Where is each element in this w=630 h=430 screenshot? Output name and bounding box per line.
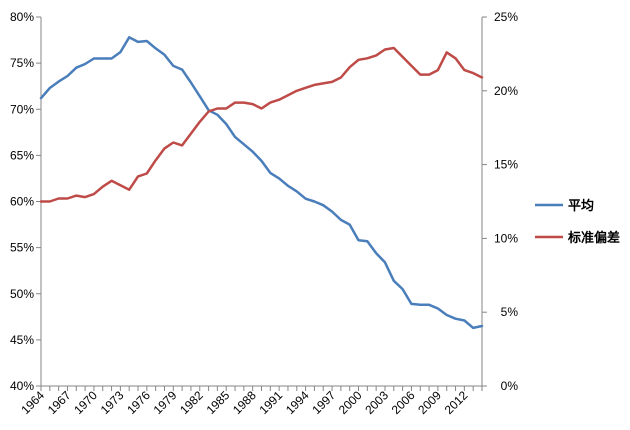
series-line-std-dev — [39, 46, 484, 203]
y-left-tick-label: 60% — [10, 195, 34, 209]
legend-label: 标准偏差 — [567, 230, 620, 246]
x-tick-label: 1979 — [151, 388, 180, 417]
y-left-tick-label: 70% — [10, 102, 34, 116]
x-tick-label: 2000 — [336, 388, 365, 417]
x-tick-label: 2012 — [442, 388, 471, 417]
y-right-tick-label: 20% — [494, 84, 518, 98]
x-tick-label: 2009 — [415, 388, 444, 417]
chart-series-lines — [39, 36, 484, 330]
y-left-tick-label: 80% — [10, 10, 34, 24]
y-right-tick-label: 15% — [494, 158, 518, 172]
y-right-tick-label: 10% — [494, 231, 518, 245]
chart-axes: 40% 45% 50% 55% 60% 65% 70% 75% 80% 0% 5% 10% 15% 20%… — [10, 10, 518, 417]
x-tick-label: 1982 — [177, 388, 206, 417]
y-right-tick-label: 0% — [501, 379, 519, 393]
y-left-tick-label: 40% — [10, 379, 34, 393]
x-tick-label: 1994 — [283, 388, 312, 417]
legend-label: 平均 — [568, 198, 594, 214]
y-left-tick-label: 50% — [10, 287, 34, 301]
x-tick-label: 1970 — [71, 388, 100, 417]
x-tick-label: 1967 — [45, 388, 74, 417]
y-right-tick-label: 5% — [501, 305, 519, 319]
y-left-tick-label: 75% — [10, 56, 34, 70]
y-left-tick-label: 55% — [10, 241, 34, 255]
x-tick-label: 1988 — [230, 388, 259, 417]
y-left-tick-label: 45% — [10, 333, 34, 347]
x-tick-label: 2006 — [389, 388, 418, 417]
y-right-tick-label: 25% — [494, 10, 518, 24]
x-tick-label: 2003 — [362, 388, 391, 417]
y-left-tick-label: 65% — [10, 148, 34, 162]
x-tick-label: 1991 — [256, 388, 285, 417]
x-tick-label: 1976 — [124, 388, 153, 417]
series-line-mean — [39, 36, 484, 330]
x-tick-label: 1997 — [309, 388, 338, 417]
x-tick-label: 1973 — [98, 388, 127, 417]
x-tick-label: 1985 — [204, 388, 233, 417]
